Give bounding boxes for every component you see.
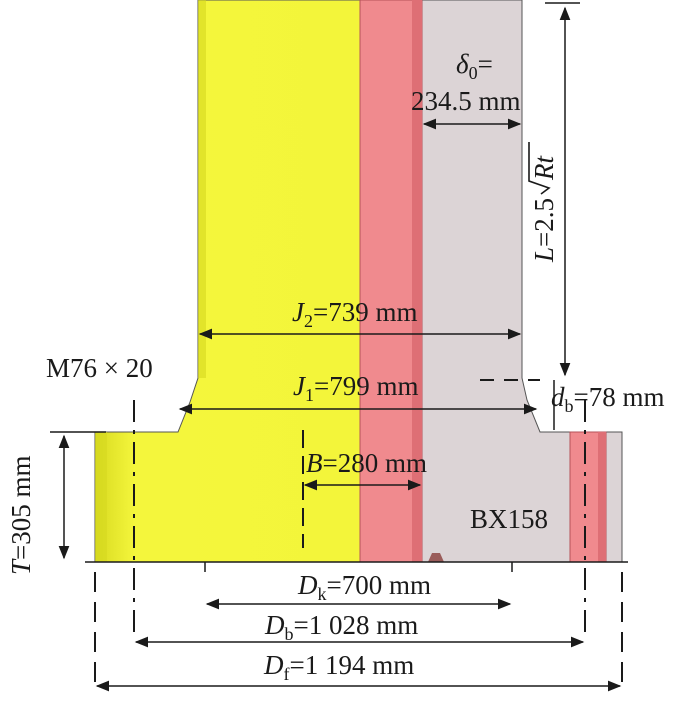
svg-text:Rt: Rt: [529, 155, 559, 181]
label-T: T=305 mm: [6, 455, 36, 575]
bolt-hole-shade: [598, 432, 606, 562]
liner-shade: [412, 0, 422, 562]
label-gasket: BX158: [470, 504, 548, 534]
svg-text:L=2.5: L=2.5: [529, 198, 559, 263]
label-db: db=78 mm: [551, 382, 664, 416]
label-delta0: δ0=: [456, 49, 493, 83]
label-Df: Df=1 194 mm: [263, 650, 414, 684]
label-L: L=2.5 Rt: [528, 142, 559, 263]
label-delta0-value: 234.5 mm: [411, 86, 521, 116]
hub-shade: [198, 0, 206, 378]
label-bolt-thread: M76 × 20: [46, 353, 153, 383]
gasket-groove: [428, 553, 444, 562]
label-B: B=280 mm: [306, 448, 427, 478]
label-J2: J2=739 mm: [292, 297, 417, 331]
label-J1: J1=799 mm: [293, 371, 418, 405]
flange-shade: [95, 432, 107, 562]
label-Dk: Dk=700 mm: [297, 570, 431, 604]
label-Db: Db=1 028 mm: [264, 610, 418, 644]
liner-red: [359, 0, 423, 563]
bottom-step: [204, 562, 513, 572]
